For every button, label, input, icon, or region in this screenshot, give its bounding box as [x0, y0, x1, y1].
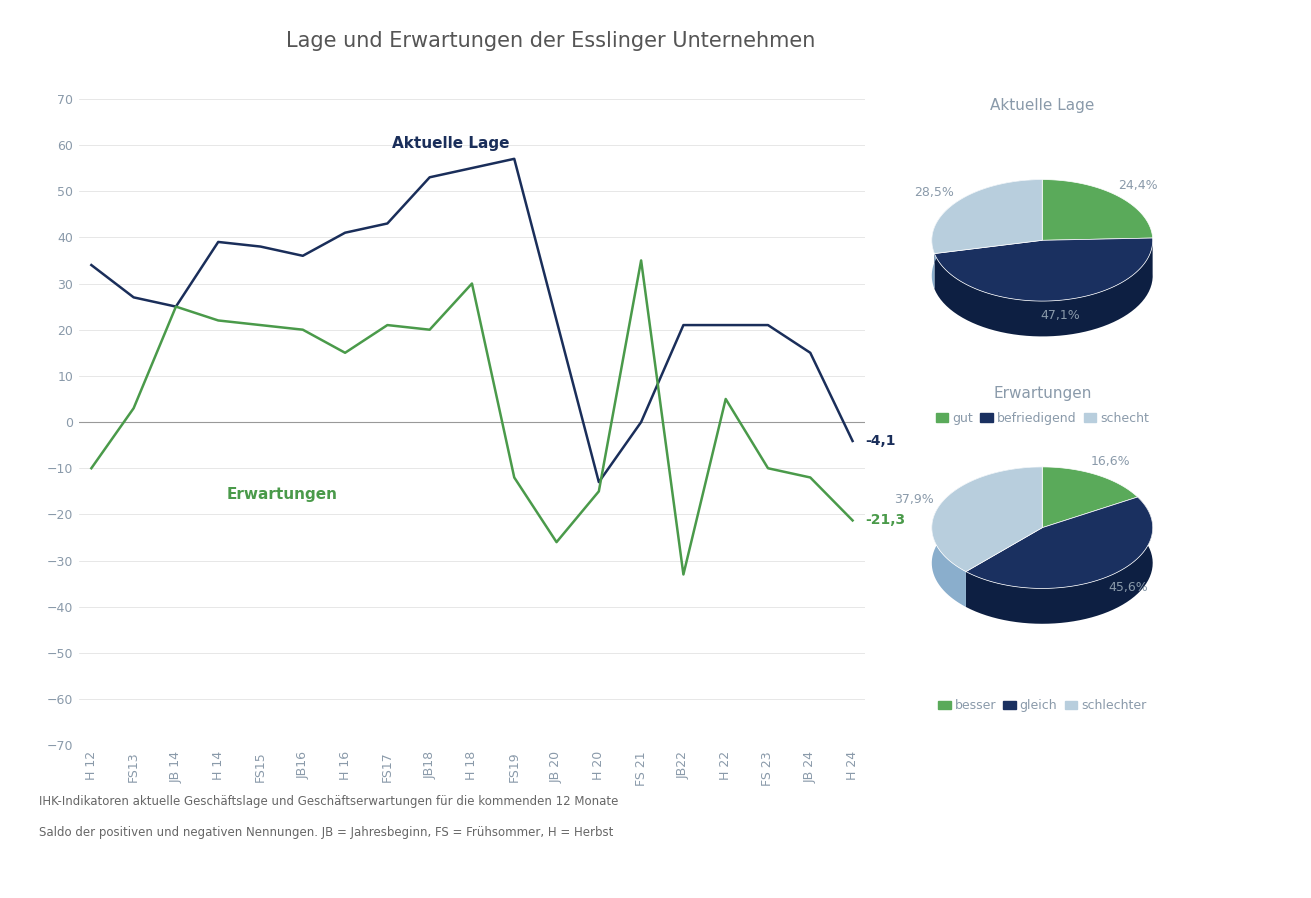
Legend: gut, befriedigend, schecht: gut, befriedigend, schecht — [931, 407, 1154, 430]
Text: Lage und Erwartungen der Esslinger Unternehmen: Lage und Erwartungen der Esslinger Unter… — [286, 31, 815, 51]
Text: 37,9%: 37,9% — [894, 493, 933, 506]
Polygon shape — [935, 238, 1152, 337]
Text: Aktuelle Lage: Aktuelle Lage — [990, 98, 1095, 113]
Text: Erwartungen: Erwartungen — [227, 487, 337, 502]
Text: Aktuelle Lage: Aktuelle Lage — [392, 136, 510, 151]
Text: Erwartungen: Erwartungen — [992, 385, 1092, 401]
Text: 45,6%: 45,6% — [1108, 581, 1147, 594]
Text: -21,3: -21,3 — [865, 514, 906, 527]
Polygon shape — [966, 497, 1152, 624]
Polygon shape — [935, 238, 1152, 301]
Text: -4,1: -4,1 — [865, 434, 895, 448]
Polygon shape — [932, 180, 1042, 289]
Polygon shape — [932, 467, 1042, 607]
Text: IHK-Indikatoren aktuelle Geschäftslage und Geschäftserwartungen für die kommende: IHK-Indikatoren aktuelle Geschäftslage u… — [39, 795, 619, 807]
Text: Saldo der positiven und negativen Nennungen. JB = Jahresbeginn, FS = Frühsommer,: Saldo der positiven und negativen Nennun… — [39, 826, 614, 839]
Polygon shape — [932, 180, 1042, 253]
Legend: besser, gleich, schlechter: besser, gleich, schlechter — [933, 694, 1151, 718]
Polygon shape — [932, 467, 1042, 572]
Text: 24,4%: 24,4% — [1118, 179, 1158, 192]
Text: 16,6%: 16,6% — [1091, 455, 1131, 469]
Polygon shape — [1042, 467, 1138, 528]
Text: 28,5%: 28,5% — [915, 187, 954, 199]
Text: 47,1%: 47,1% — [1040, 309, 1080, 322]
Polygon shape — [1042, 180, 1152, 241]
Polygon shape — [966, 497, 1152, 588]
